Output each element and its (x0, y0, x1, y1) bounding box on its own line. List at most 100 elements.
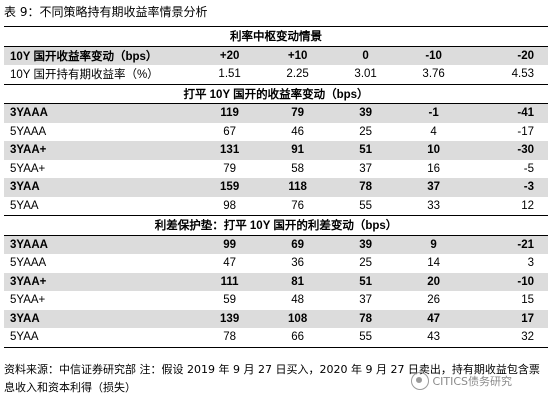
table-cell: 37 (359, 162, 373, 175)
table-cell: 36 (291, 257, 305, 270)
row-label: 10Y 国开收益率变动（bps） (4, 45, 196, 65)
row-label: 3YAA (4, 309, 196, 328)
table-cell: 99 (195, 234, 264, 254)
table-row: 5YAA+ 79 58 37 16 -5 (4, 160, 548, 179)
table-cell: 55 (359, 199, 373, 212)
section-header-row: 利率中枢变动情景 (4, 26, 548, 46)
wechat-logo-icon (411, 372, 430, 390)
table-cell: 76 (291, 199, 305, 212)
section-header: 利差保护垫：打平 10Y 国开的利差变动（bps） (4, 215, 548, 235)
table-cell: 20 (399, 272, 468, 291)
table-cell: 16 (427, 162, 441, 175)
section-header: 利率中枢变动情景 (4, 26, 548, 46)
table-cell: -3 (467, 178, 548, 197)
table-cell: +20 (195, 45, 264, 65)
table-row: 5YAAA 47 36 25 14 3 (4, 254, 548, 273)
table-cell: -17 (517, 125, 534, 138)
row-label: 5YAA (10, 199, 39, 212)
table-cell: 159 (195, 178, 264, 197)
table-cell: 4.53 (511, 68, 534, 81)
table-cell: 3 (527, 257, 534, 270)
row-label: 5YAA (4, 328, 196, 348)
table-row: 5YAA 98 76 55 33 12 (4, 197, 548, 216)
table-cell: 26 (427, 294, 441, 307)
table-cell: 32 (467, 328, 548, 348)
table-cell: 4 (430, 125, 437, 138)
table-cell: 15 (521, 294, 534, 307)
table-cell: 12 (521, 199, 534, 212)
table-cell: 3.01 (354, 68, 377, 81)
table-cell: 58 (291, 162, 305, 175)
table-cell: 14 (427, 257, 441, 270)
table-row: 10Y 国开持有期收益率（%） 1.51 2.25 3.01 3.76 4.53 (4, 65, 548, 84)
table-cell: -5 (523, 162, 534, 175)
table-cell: -30 (467, 141, 548, 160)
table-cell: 51 (331, 141, 400, 160)
table-cell: 1.51 (218, 68, 241, 81)
table-cell: -10 (467, 272, 548, 291)
table-cell: 10 (399, 141, 468, 160)
table-cell: -21 (467, 234, 548, 254)
table-cell: 25 (359, 257, 373, 270)
table-cell: 55 (331, 328, 400, 348)
row-label: 5YAA+ (10, 162, 46, 175)
table-cell: 43 (399, 328, 468, 348)
table-cell: 37 (399, 178, 468, 197)
row-label: 3YAAA (4, 234, 196, 254)
table-cell: 79 (263, 103, 332, 123)
table-cell: 46 (291, 125, 305, 138)
table-cell: 47 (399, 309, 468, 328)
table-row: 3YAAA 99 69 39 9 -21 (4, 234, 548, 254)
table-cell: 111 (195, 272, 264, 291)
watermark-text: CITICS债务研究 (432, 375, 512, 388)
table-cell: 17 (467, 309, 548, 328)
scenario-table: 利率中枢变动情景 10Y 国开收益率变动（bps） +20 +10 0 -10 -20 10Y… (4, 26, 548, 348)
table-row: 5YAA+ 59 48 37 26 15 (4, 291, 548, 310)
table-cell: 139 (195, 309, 264, 328)
table-cell: 9 (399, 234, 468, 254)
row-label: 3YAA (4, 178, 196, 197)
table-cell: 66 (263, 328, 332, 348)
table-row: 3YAA+ 131 91 51 10 -30 (4, 141, 548, 160)
table-cell: 67 (223, 125, 237, 138)
row-label: 10Y 国开持有期收益率（%） (10, 69, 159, 82)
table-cell: 37 (359, 294, 373, 307)
row-label: 3YAAA (4, 103, 196, 123)
table-title: 表 9：不同策略持有期收益率情景分析 (4, 5, 208, 19)
table-cell: 108 (263, 309, 332, 328)
table-row: 10Y 国开收益率变动（bps） +20 +10 0 -10 -20 (4, 45, 548, 65)
table-cell: -1 (399, 103, 468, 123)
table-cell: 48 (291, 294, 305, 307)
source-note: 资料来源：中信证券研究部 注：假设 2019 年 9 月 27 日买入，2020… (4, 363, 540, 394)
row-label: 3YAA+ (4, 272, 196, 291)
row-label: 5YAAA (10, 257, 47, 270)
table-row: 3YAA+ 111 81 51 20 -10 (4, 272, 548, 291)
table-cell: 39 (331, 234, 400, 254)
table-cell: 79 (223, 162, 237, 175)
table-cell: 59 (223, 294, 237, 307)
table-cell: 78 (195, 328, 264, 348)
section-header-row: 打平 10Y 国开的收益率变动（bps） (4, 83, 548, 104)
row-label: 5YAAA (10, 125, 47, 138)
table-cell: 25 (359, 125, 373, 138)
table-cell: 2.25 (286, 68, 309, 81)
table-cell: +10 (263, 45, 332, 65)
table-cell: -20 (467, 45, 548, 65)
table-cell: 3.76 (422, 68, 445, 81)
table-cell: 0 (331, 45, 400, 65)
table-cell: 51 (331, 272, 400, 291)
table-row: 5YAA 78 66 55 43 32 (4, 328, 548, 348)
table-cell: 98 (223, 199, 237, 212)
table-row: 3YAA 159 118 78 37 -3 (4, 178, 548, 197)
table-cell: -10 (399, 45, 468, 65)
table-cell: 69 (263, 234, 332, 254)
watermark: CITICS债务研究 (411, 372, 512, 390)
table-cell: 81 (263, 272, 332, 291)
table-cell: 39 (331, 103, 400, 123)
row-label: 5YAA+ (10, 294, 46, 307)
table-cell: -41 (467, 103, 548, 123)
table-row: 3YAAA 119 79 39 -1 -41 (4, 103, 548, 123)
row-label: 3YAA+ (4, 141, 196, 160)
table-cell: 91 (263, 141, 332, 160)
section-header: 打平 10Y 国开的收益率变动（bps） (4, 83, 548, 104)
